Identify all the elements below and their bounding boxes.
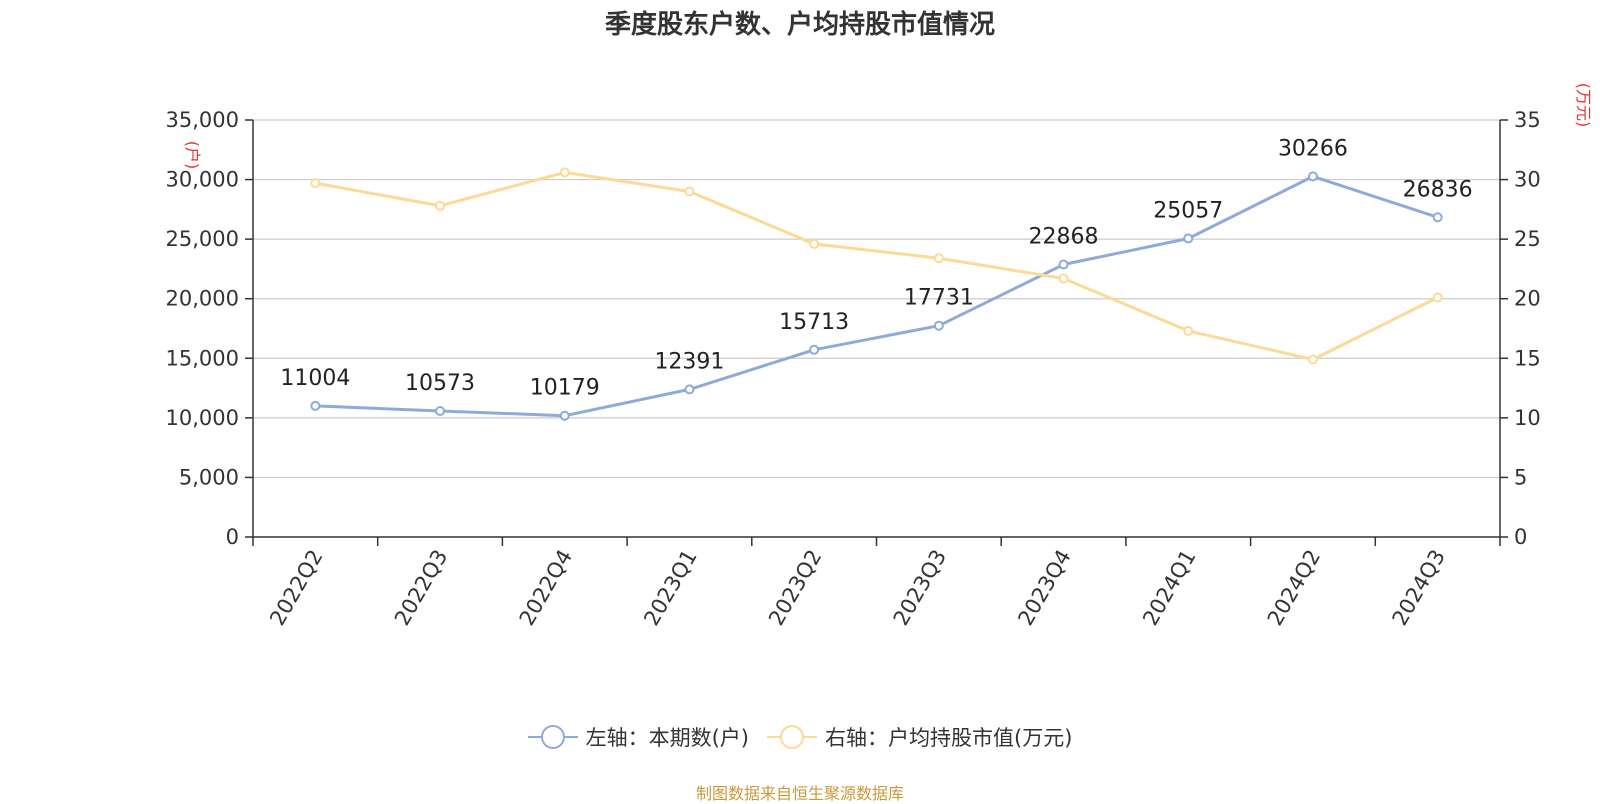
right-tick-label: 10 [1514,406,1541,430]
data-label: 12391 [654,349,724,374]
left-tick-label: 10,000 [166,406,239,430]
right-series-point [435,200,446,211]
left-series-point [1307,171,1318,182]
legend-item-right-series[interactable]: 右轴：户均持股市值(万元) [767,722,1072,752]
left-series-line [315,174,1439,418]
data-label: 10573 [405,371,475,396]
data-label: 25057 [1153,198,1223,223]
right-series-point [1183,325,1194,336]
right-series-point [310,178,321,189]
left-axis-unit-label: (户) [183,141,202,170]
x-tick-label: 2022Q4 [515,546,577,630]
left-series-point [1058,259,1069,270]
right-tick-label: 25 [1514,227,1541,251]
axis-unit-labels: (户) (万元) [183,83,1593,170]
left-series-point [933,320,944,331]
right-axis-unit-label: (万元) [1574,83,1593,128]
left-tick-label: 30,000 [166,168,239,192]
right-series-point [933,253,944,264]
right-series-point [1432,292,1443,303]
x-tick-label: 2023Q3 [889,546,951,630]
data-label: 17731 [904,286,974,311]
left-series-point [809,344,820,355]
left-tick-label: 0 [226,525,239,549]
legend-line-circle-icon [767,724,817,750]
right-tick-label: 15 [1514,346,1541,370]
right-tick-label: 35 [1514,108,1541,132]
left-tick-label: 20,000 [166,287,239,311]
right-tick-label: 20 [1514,287,1541,311]
x-tick-label: 2022Q3 [390,546,452,630]
left-series-point [684,384,695,395]
left-series-point [1183,233,1194,244]
right-series-point [684,186,695,197]
left-tick-label: 25,000 [166,227,239,251]
right-tick-label: 30 [1514,168,1541,192]
left-tick-label: 35,000 [166,108,239,132]
x-tick-label: 2023Q4 [1013,546,1075,630]
legend-line-circle-icon [527,724,578,750]
x-axis-ticks: 2022Q2 2022Q3 2022Q4 2023Q1 2023Q2 2023Q3 2023… [252,537,1501,630]
line-chart: 0 5,000 10,000 15,000 20,000 25,000 30,000 35,0… [166,83,1593,630]
data-label: 10179 [530,376,600,401]
right-series-point [559,167,570,178]
x-tick-label: 2024Q2 [1263,546,1325,630]
series-points [310,167,1443,421]
left-tick-label: 15,000 [166,346,239,370]
x-tick-label: 2024Q3 [1388,546,1450,630]
data-label: 11004 [280,366,350,391]
left-series-point [1432,212,1443,223]
right-series-line [315,170,1439,361]
x-tick-label: 2023Q1 [639,546,701,630]
left-tick-label: 5,000 [179,465,239,489]
axes [252,120,1501,538]
x-tick-label: 2024Q1 [1138,546,1200,630]
legend-label: 左轴：本期数(户) [585,726,749,750]
left-series-point [310,400,321,411]
data-labels: 11004 10573 10179 12391 15713 17731 22868 25057… [280,136,1472,400]
right-series-point [1058,273,1069,284]
x-tick-label: 2022Q2 [265,546,327,630]
gridlines [253,119,1500,479]
left-series-point [559,410,570,421]
source-note: 制图数据来自恒生聚源数据库 [695,784,904,803]
right-tick-label: 0 [1514,525,1527,549]
data-label: 15713 [779,310,849,335]
data-label: 30266 [1278,136,1348,161]
chart-title: 季度股东户数、户均持股市值情况 [604,10,995,40]
data-label: 22868 [1029,225,1099,250]
right-series-point [1307,354,1318,365]
left-axis-ticks: 0 5,000 10,000 15,000 20,000 25,000 30,000 35,0… [166,108,253,549]
legend: 左轴：本期数(户) 右轴：户均持股市值(万元) [0,722,1600,752]
x-tick-label: 2023Q2 [764,546,826,630]
right-tick-label: 5 [1514,465,1527,489]
right-axis-ticks: 0 5 10 15 20 25 30 35 [1500,108,1541,549]
data-label: 26836 [1403,177,1473,202]
left-series-point [435,406,446,417]
right-series-point [809,238,820,249]
legend-item-left-series[interactable]: 左轴：本期数(户) [527,722,749,752]
legend-label: 右轴：户均持股市值(万元) [825,726,1073,750]
series-lines [315,170,1439,418]
